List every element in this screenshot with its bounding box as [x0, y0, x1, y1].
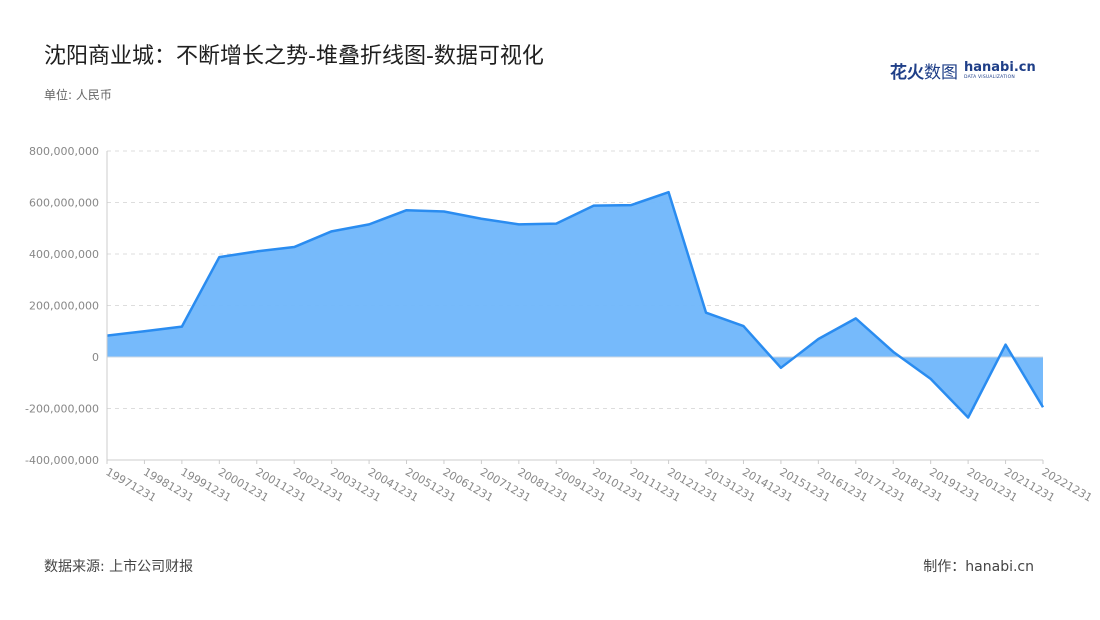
- brand-cn-bold: 花火: [890, 63, 924, 83]
- y-tick-label: -200,000,000: [25, 403, 99, 416]
- unit-label: 单位: 人民币: [44, 88, 112, 102]
- y-tick-label: 800,000,000: [29, 145, 99, 158]
- brand-en-sub: DATA VISUALIZATION: [964, 74, 1015, 80]
- credit: 制作：hanabi.cn: [923, 559, 1034, 575]
- y-tick-label: 400,000,000: [29, 248, 99, 261]
- chart-title: 沈阳商业城：不断增长之势-堆叠折线图-数据可视化: [44, 44, 544, 69]
- y-tick-label: 600,000,000: [29, 197, 99, 210]
- area-fill: [107, 192, 1043, 418]
- y-axis: 800,000,000 600,000,000 400,000,000 200,000…: [25, 145, 108, 467]
- brand-logo-en: hanabi.cn DATA VISUALIZATION: [964, 61, 1036, 81]
- brand-logo-cn: 花火数图: [890, 58, 958, 83]
- brand-en-main: hanabi.cn: [964, 59, 1036, 75]
- y-tick-label: -400,000,000: [25, 454, 99, 467]
- area-series: [106, 190, 1045, 419]
- brand-logo: 花火数图 hanabi.cn DATA VISUALIZATION: [890, 58, 1036, 83]
- brand-cn-light: 数图: [924, 63, 958, 83]
- x-axis: 1997123119981231199912312000123120011231…: [104, 459, 1094, 505]
- y-tick-label: 200,000,000: [29, 300, 99, 313]
- y-tick-label: 0: [92, 351, 99, 364]
- series-line: [106, 190, 1045, 419]
- data-source: 数据来源: 上市公司财报: [44, 559, 194, 575]
